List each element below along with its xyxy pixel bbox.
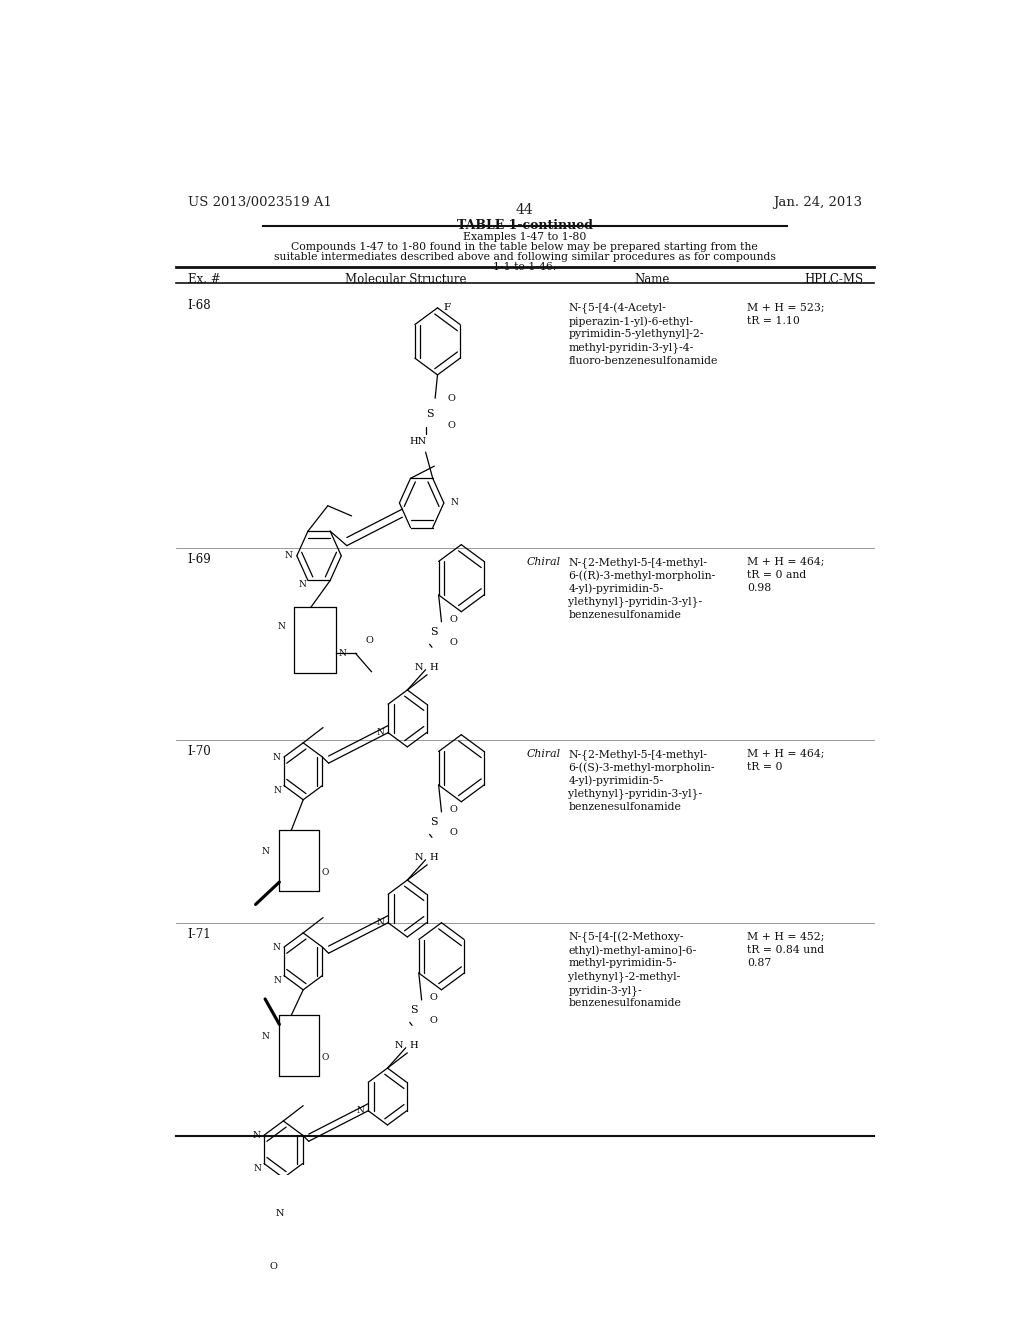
Text: I-71: I-71 xyxy=(187,928,211,941)
Text: Jan. 24, 2013: Jan. 24, 2013 xyxy=(773,195,862,209)
Text: Chiral: Chiral xyxy=(526,557,560,566)
Text: N: N xyxy=(451,499,458,507)
Text: HPLC-MS: HPLC-MS xyxy=(805,273,864,286)
Text: N-{5-[4-(4-Acetyl-: N-{5-[4-(4-Acetyl- xyxy=(568,302,667,314)
Text: N: N xyxy=(376,729,384,737)
Text: Ex. #: Ex. # xyxy=(187,273,220,286)
Text: pyrimidin-5-ylethynyl]-2-: pyrimidin-5-ylethynyl]-2- xyxy=(568,329,703,339)
Text: I-68: I-68 xyxy=(187,298,211,312)
Text: N: N xyxy=(262,847,270,857)
Text: ethyl)-methyl-amino]-6-: ethyl)-methyl-amino]-6- xyxy=(568,945,696,956)
Text: N-{5-[4-[(2-Methoxy-: N-{5-[4-[(2-Methoxy- xyxy=(568,932,684,944)
Text: M + H = 464;: M + H = 464; xyxy=(748,557,824,566)
Text: N: N xyxy=(415,853,423,862)
Text: O: O xyxy=(450,805,458,814)
Text: 0.87: 0.87 xyxy=(748,958,771,969)
Text: 6-((S)-3-methyl-morpholin-: 6-((S)-3-methyl-morpholin- xyxy=(568,762,715,772)
Text: piperazin-1-yl)-6-ethyl-: piperazin-1-yl)-6-ethyl- xyxy=(568,315,693,326)
Text: TABLE 1-continued: TABLE 1-continued xyxy=(457,219,593,232)
Text: O: O xyxy=(430,1016,437,1024)
Text: Examples 1-47 to 1-80: Examples 1-47 to 1-80 xyxy=(463,231,587,242)
Text: Chiral: Chiral xyxy=(526,748,560,759)
Text: N: N xyxy=(356,1106,365,1115)
Text: N: N xyxy=(376,919,384,927)
Text: N: N xyxy=(262,1032,270,1041)
Text: Compounds 1-47 to 1-80 found in the table below may be prepared starting from th: Compounds 1-47 to 1-80 found in the tabl… xyxy=(292,242,758,252)
Text: ylethynyl}-2-methyl-: ylethynyl}-2-methyl- xyxy=(568,972,681,982)
Text: O: O xyxy=(447,393,455,403)
Text: benzenesulfonamide: benzenesulfonamide xyxy=(568,801,681,812)
Text: HN: HN xyxy=(410,437,426,446)
Text: N: N xyxy=(254,1164,262,1172)
Text: N: N xyxy=(273,975,282,985)
Text: suitable intermediates described above and following similar procedures as for c: suitable intermediates described above a… xyxy=(273,252,776,261)
Text: fluoro-benzenesulfonamide: fluoro-benzenesulfonamide xyxy=(568,355,718,366)
Text: O: O xyxy=(322,1053,329,1063)
Text: S: S xyxy=(430,817,437,828)
Text: H: H xyxy=(410,1040,419,1049)
Text: O: O xyxy=(450,638,458,647)
Text: N: N xyxy=(285,552,293,560)
Text: S: S xyxy=(410,1005,418,1015)
Text: M + H = 464;: M + H = 464; xyxy=(748,748,824,759)
Text: 0.98: 0.98 xyxy=(748,583,771,593)
Text: O: O xyxy=(322,869,329,878)
Text: N: N xyxy=(275,1209,284,1218)
Text: 4-yl)-pyrimidin-5-: 4-yl)-pyrimidin-5- xyxy=(568,775,664,785)
Text: 4-yl)-pyrimidin-5-: 4-yl)-pyrimidin-5- xyxy=(568,583,664,594)
Text: methyl-pyrimidin-5-: methyl-pyrimidin-5- xyxy=(568,958,677,969)
Text: S: S xyxy=(426,408,433,418)
Text: O: O xyxy=(430,994,437,1002)
Text: benzenesulfonamide: benzenesulfonamide xyxy=(568,610,681,619)
Text: O: O xyxy=(450,615,458,624)
Text: N: N xyxy=(278,623,285,631)
Text: F: F xyxy=(443,304,451,313)
Text: M + H = 523;: M + H = 523; xyxy=(748,302,824,313)
Text: tR = 1.10: tR = 1.10 xyxy=(748,315,800,326)
Text: N-{2-Methyl-5-[4-methyl-: N-{2-Methyl-5-[4-methyl- xyxy=(568,557,708,568)
Text: benzenesulfonamide: benzenesulfonamide xyxy=(568,998,681,1008)
Text: O: O xyxy=(447,421,455,430)
Text: H: H xyxy=(430,663,438,672)
Text: tR = 0.84 und: tR = 0.84 und xyxy=(748,945,824,956)
Text: N: N xyxy=(415,663,423,672)
Text: 6-((R)-3-methyl-morpholin-: 6-((R)-3-methyl-morpholin- xyxy=(568,570,716,581)
Text: O: O xyxy=(450,828,458,837)
Text: N-{2-Methyl-5-[4-methyl-: N-{2-Methyl-5-[4-methyl- xyxy=(568,748,708,760)
Text: methyl-pyridin-3-yl}-4-: methyl-pyridin-3-yl}-4- xyxy=(568,342,693,354)
Text: I-69: I-69 xyxy=(187,553,211,566)
Text: US 2013/0023519 A1: US 2013/0023519 A1 xyxy=(187,195,332,209)
Text: I-70: I-70 xyxy=(187,744,211,758)
Text: ylethynyl}-pyridin-3-yl}-: ylethynyl}-pyridin-3-yl}- xyxy=(568,597,702,607)
Text: tR = 0: tR = 0 xyxy=(748,762,782,772)
Text: N: N xyxy=(252,1131,260,1139)
Text: tR = 0 and: tR = 0 and xyxy=(748,570,806,579)
Text: O: O xyxy=(270,1262,278,1271)
Text: M + H = 452;: M + H = 452; xyxy=(748,932,824,942)
Text: N: N xyxy=(273,785,282,795)
Text: 44: 44 xyxy=(516,203,534,216)
Text: N: N xyxy=(395,1040,403,1049)
Text: N: N xyxy=(272,942,280,952)
Text: Name: Name xyxy=(634,273,670,286)
Text: S: S xyxy=(430,627,437,638)
Text: N: N xyxy=(338,649,346,657)
Text: O: O xyxy=(366,636,373,645)
Text: Molecular Structure: Molecular Structure xyxy=(345,273,467,286)
Text: N: N xyxy=(272,752,280,762)
Text: 1-1 to 1-46.: 1-1 to 1-46. xyxy=(494,263,556,272)
Text: ylethynyl}-pyridin-3-yl}-: ylethynyl}-pyridin-3-yl}- xyxy=(568,788,702,800)
Text: N: N xyxy=(298,581,306,590)
Text: H: H xyxy=(430,853,438,862)
Text: pyridin-3-yl}-: pyridin-3-yl}- xyxy=(568,985,642,995)
